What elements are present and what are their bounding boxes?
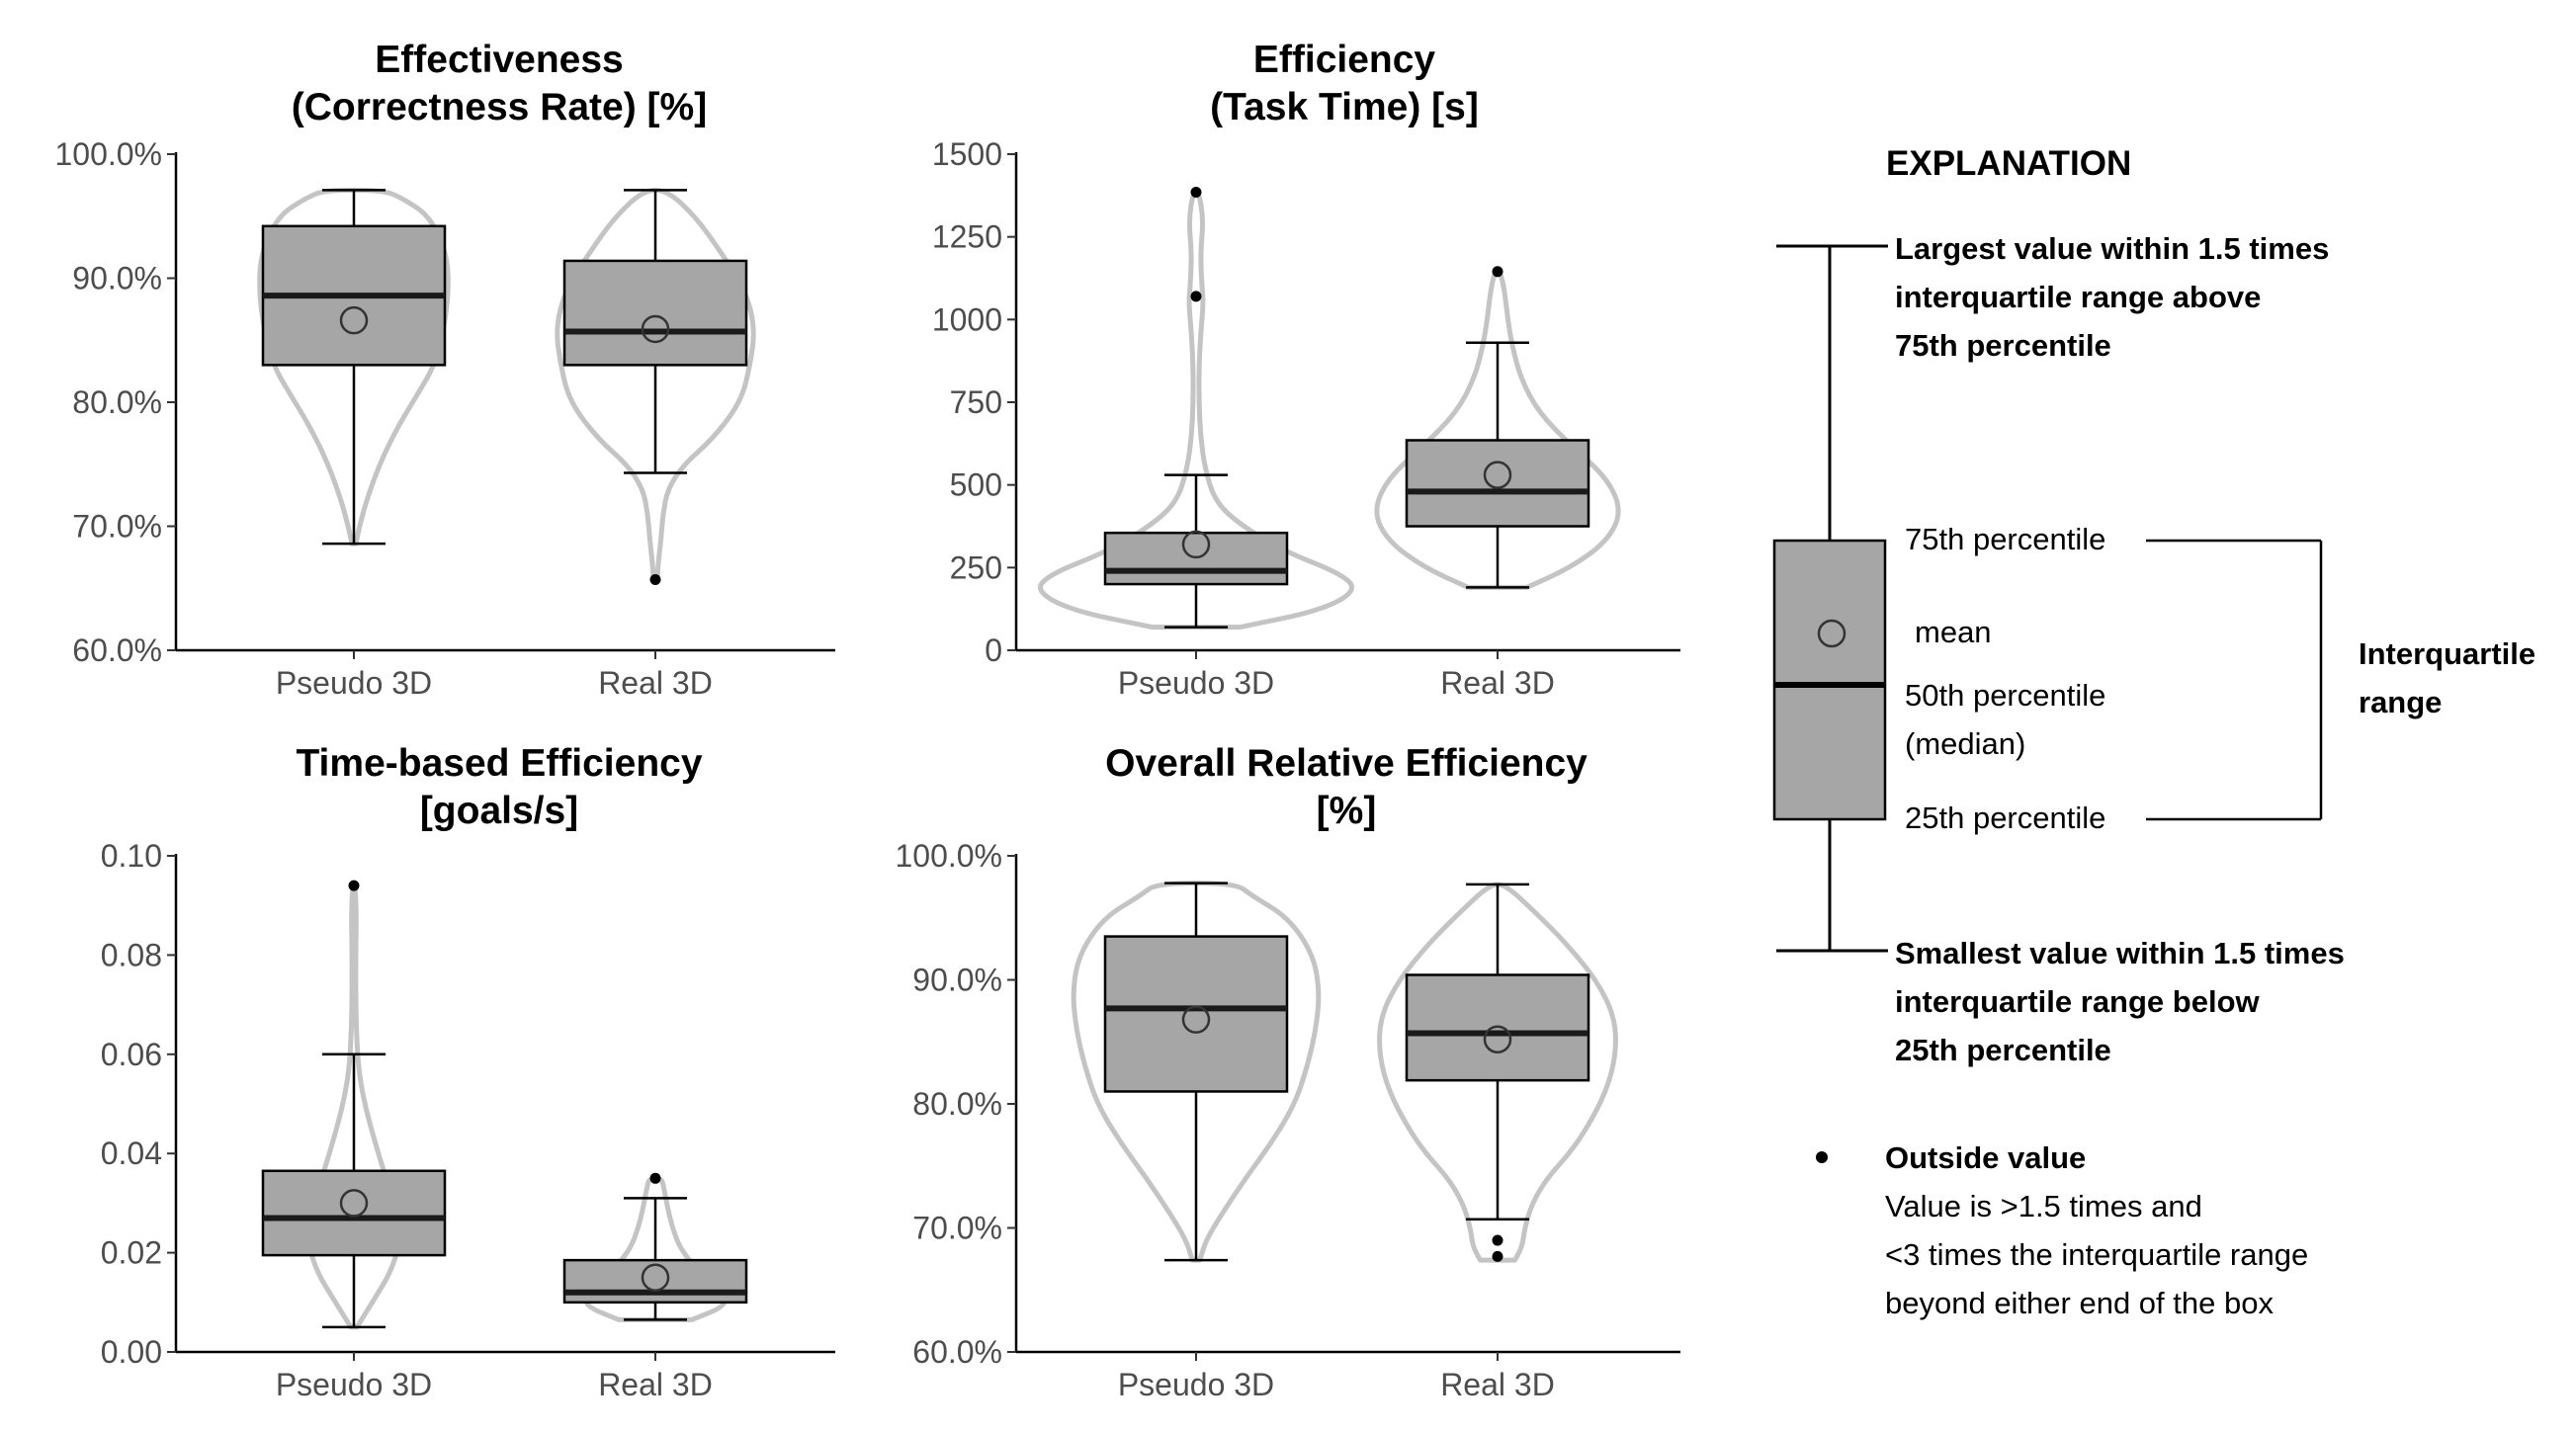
y-tick-label: 0.08 [101, 937, 162, 972]
y-tick-label: 80.0% [912, 1086, 1002, 1122]
outlier-point [1190, 186, 1202, 198]
mean-marker [641, 1263, 670, 1292]
chart-panel-1: Effectiveness (Correctness Rate) [%] 60.0%… [54, 39, 835, 701]
legend-upper-whisker-label: 75th percentile [1895, 328, 2111, 363]
chart-title-line: (Task Time) [s] [1210, 86, 1479, 128]
x-tick-label: Real 3D [598, 1367, 713, 1402]
y-tick-label: 90.0% [912, 963, 1002, 998]
chart-panel-3: Time-based Efficiency [goals/s] 0.00 0.02 0.… [101, 742, 835, 1402]
chart-panel-4: Overall Relative Efficiency [%] 60.0% 70.0%… [895, 742, 1680, 1402]
y-tick-label: 0.04 [101, 1136, 162, 1171]
legend-upper-whisker-label: interquartile range above [1895, 280, 2261, 314]
y-tick-label: 60.0% [72, 632, 162, 668]
iqr-box [1103, 935, 1289, 1093]
y-tick-label: 1250 [932, 219, 1002, 255]
legend-outlier-point [1816, 1151, 1828, 1163]
box-group-real-3d [1374, 266, 1621, 590]
legend-lower-whisker-label: interquartile range below [1895, 984, 2261, 1019]
box-group-pseudo-3d [1038, 186, 1354, 631]
legend-mean-label: mean [1915, 615, 1992, 649]
chart-title-line: Effectiveness [375, 39, 623, 81]
mean-marker [339, 305, 369, 335]
x-tick-label: Pseudo 3D [276, 1367, 432, 1402]
y-tick-label: 750 [950, 384, 1002, 420]
iqr-box [1405, 439, 1590, 528]
legend-mean-marker [1817, 619, 1846, 648]
explanation-legend: EXPLANATION Largest value within 1.5 time… [1772, 144, 2535, 1320]
x-tick-label: Real 3D [1440, 1367, 1555, 1402]
y-tick-label: 0.06 [101, 1037, 162, 1072]
chart-title-line: [%] [1317, 790, 1377, 832]
legend-q1-label: 25th percentile [1905, 800, 2105, 835]
box-group-real-3d [555, 187, 756, 585]
x-tick-label: Pseudo 3D [276, 665, 432, 701]
mean-marker [1181, 530, 1211, 559]
y-tick-label: 0.10 [101, 838, 162, 874]
legend-median-label: 50th percentile [1905, 678, 2105, 713]
mean-marker [1483, 1025, 1512, 1053]
y-tick-label: 70.0% [912, 1211, 1002, 1246]
legend-upper-whisker-label: Largest value within 1.5 times [1895, 231, 2329, 266]
legend-q3-label: 75th percentile [1905, 522, 2105, 556]
legend-iqr-label: Interquartile [2359, 636, 2535, 671]
outlier-point [348, 880, 360, 891]
x-tick-label: Real 3D [1440, 665, 1555, 701]
chart-title-line: Efficiency [1253, 39, 1436, 81]
x-tick-label: Real 3D [598, 665, 713, 701]
legend-lower-whisker-label: 25th percentile [1895, 1033, 2111, 1067]
mean-marker [1181, 1005, 1211, 1034]
outlier-point [649, 1172, 661, 1184]
y-tick-label: 100.0% [895, 838, 1002, 874]
legend-outside-title: Outside value [1885, 1140, 2086, 1175]
y-tick-label: 1500 [932, 136, 1002, 172]
y-tick-label: 70.0% [72, 509, 162, 545]
mean-marker [339, 1189, 369, 1218]
iqr-box [562, 259, 748, 367]
legend-outside-desc: beyond either end of the box [1885, 1286, 2274, 1320]
iqr-box [562, 1258, 748, 1305]
violin-outline [555, 187, 756, 582]
legend-title: EXPLANATION [1886, 144, 2131, 183]
y-tick-label: 90.0% [72, 261, 162, 296]
chart-title-line: [goals/s] [420, 790, 578, 832]
box-group-pseudo-3d [257, 187, 451, 547]
outlier-point [1190, 291, 1202, 302]
legend-median-label: (median) [1905, 726, 2025, 761]
y-tick-label: 1000 [932, 301, 1002, 337]
mean-marker [1483, 461, 1512, 489]
outlier-point [649, 573, 661, 585]
y-tick-label: 100.0% [54, 136, 162, 172]
legend-outside-desc: <3 times the interquartile range [1885, 1237, 2308, 1272]
legend-box [1772, 539, 1887, 821]
y-tick-label: 250 [950, 549, 1002, 585]
violin-outline [1377, 882, 1618, 1263]
y-tick-label: 80.0% [72, 384, 162, 420]
chart-title-line: Overall Relative Efficiency [1105, 742, 1588, 785]
mean-marker [641, 314, 670, 344]
box-group-pseudo-3d [1071, 881, 1322, 1263]
legend-iqr-label: range [2359, 685, 2442, 719]
outlier-point [1492, 1234, 1503, 1246]
outlier-point [1492, 266, 1503, 278]
legend-outside-desc: Value is >1.5 times and [1885, 1189, 2202, 1223]
box-group-pseudo-3d [261, 880, 447, 1330]
outlier-point [1492, 1250, 1503, 1262]
chart-title-line: (Correctness Rate) [%] [292, 86, 707, 128]
iqr-box [261, 1169, 447, 1257]
legend-lower-whisker-label: Smallest value within 1.5 times [1895, 936, 2345, 970]
chart-title-line: Time-based Efficiency [296, 742, 702, 785]
y-tick-label: 60.0% [912, 1334, 1002, 1370]
x-tick-label: Pseudo 3D [1118, 665, 1274, 701]
y-tick-label: 500 [950, 467, 1002, 503]
y-tick-label: 0 [985, 632, 1002, 668]
box-group-real-3d [1377, 882, 1618, 1263]
x-tick-label: Pseudo 3D [1118, 1367, 1274, 1402]
y-tick-label: 0.00 [101, 1334, 162, 1370]
chart-panel-2: Efficiency (Task Time) [s] 0 250 500 750 1000 1… [932, 39, 1680, 701]
y-tick-label: 0.02 [101, 1235, 162, 1271]
box-group-real-3d [562, 1172, 748, 1322]
